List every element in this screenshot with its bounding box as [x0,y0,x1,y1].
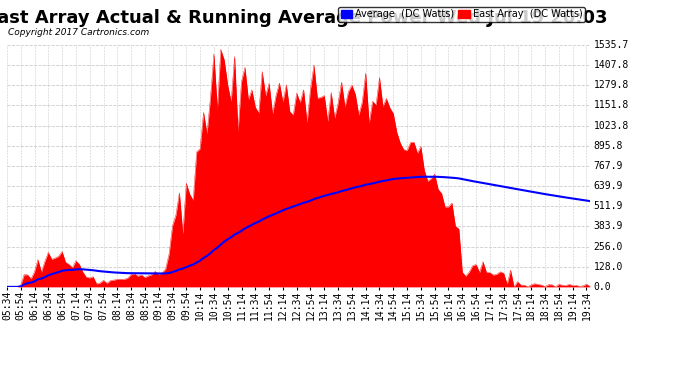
Legend: Average  (DC Watts), East Array  (DC Watts): Average (DC Watts), East Array (DC Watts… [338,7,585,22]
Text: 1151.8: 1151.8 [593,100,629,111]
Text: 1279.8: 1279.8 [593,80,629,90]
Text: 639.9: 639.9 [593,181,623,191]
Text: Copyright 2017 Cartronics.com: Copyright 2017 Cartronics.com [8,28,150,37]
Text: 383.9: 383.9 [593,221,623,231]
Text: 0.0: 0.0 [593,282,611,292]
Text: 128.0: 128.0 [593,262,623,272]
Text: 511.9: 511.9 [593,201,623,211]
Text: 767.9: 767.9 [593,161,623,171]
Text: 1535.7: 1535.7 [593,40,629,50]
Text: 1407.8: 1407.8 [593,60,629,70]
Text: East Array Actual & Running Average Power Wed Jul 19 20:03: East Array Actual & Running Average Powe… [0,9,608,27]
Text: 1023.8: 1023.8 [593,121,629,130]
Text: 256.0: 256.0 [593,242,623,252]
Text: 895.8: 895.8 [593,141,623,151]
